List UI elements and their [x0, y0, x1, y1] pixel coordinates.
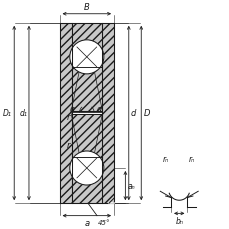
Text: bₙ: bₙ	[174, 216, 182, 225]
Text: D: D	[143, 109, 150, 117]
Text: a: a	[84, 218, 89, 227]
Text: aₙ: aₙ	[127, 181, 135, 190]
Circle shape	[69, 41, 103, 74]
Circle shape	[69, 151, 103, 185]
Circle shape	[69, 151, 103, 185]
Polygon shape	[72, 158, 101, 203]
Text: rₙ: rₙ	[188, 155, 194, 164]
Text: r: r	[66, 140, 70, 149]
Text: rₙ: rₙ	[162, 155, 169, 164]
Polygon shape	[72, 115, 101, 158]
Polygon shape	[101, 24, 114, 203]
Circle shape	[69, 41, 103, 74]
Polygon shape	[72, 68, 101, 111]
Text: α: α	[97, 104, 102, 113]
Text: d: d	[130, 109, 135, 117]
Text: α: α	[70, 104, 75, 113]
Text: d₁: d₁	[19, 109, 27, 117]
Polygon shape	[59, 24, 72, 203]
Text: r: r	[66, 113, 70, 122]
Text: D₁: D₁	[3, 109, 12, 117]
Polygon shape	[72, 24, 101, 68]
Text: 45°: 45°	[97, 219, 109, 225]
Text: B: B	[84, 3, 89, 12]
